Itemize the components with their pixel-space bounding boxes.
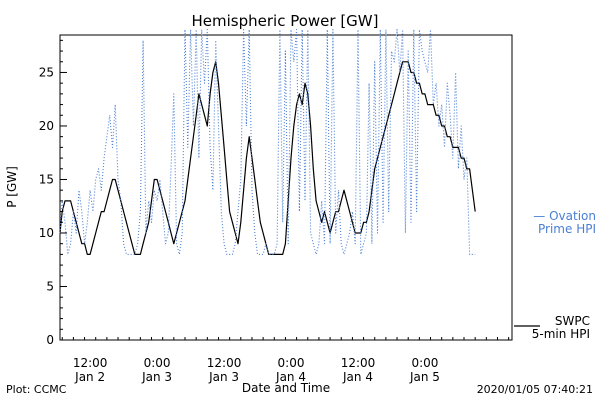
legend-swpc-text: SWPC bbox=[555, 314, 590, 328]
x-axis-label: Date and Time bbox=[242, 381, 330, 395]
y-tick-label: 15 bbox=[39, 172, 54, 186]
series-layer bbox=[59, 29, 476, 255]
x-tick-date-label: Jan 3 bbox=[208, 370, 239, 384]
series-line-swpc bbox=[59, 61, 476, 255]
y-tick-label: 20 bbox=[39, 119, 54, 133]
x-tick-time-label: 0:00 bbox=[411, 356, 438, 370]
y-axis-label: P [GW] bbox=[5, 166, 19, 208]
plot-frame bbox=[59, 34, 513, 341]
x-tick-date-label: Jan 2 bbox=[74, 370, 105, 384]
x-tick-time-label: 12:00 bbox=[341, 356, 376, 370]
y-tick-label: 10 bbox=[39, 226, 54, 240]
x-tick-date-label: Jan 4 bbox=[342, 370, 373, 384]
y-axis-ticks: 0 5 10 15 20 25 bbox=[39, 39, 67, 347]
x-tick-time-label: 0:00 bbox=[144, 356, 171, 370]
y-tick-label: 25 bbox=[39, 65, 54, 79]
chart-title: Hemispheric Power [GW] bbox=[192, 12, 379, 30]
x-tick-time-label: 12:00 bbox=[207, 356, 242, 370]
y-tick-label: 5 bbox=[46, 279, 54, 293]
footer-credit: Plot: CCMC bbox=[6, 383, 67, 396]
legend-ovation-text: Prime HPI bbox=[538, 222, 596, 236]
x-tick-date-label: Jan 4 bbox=[275, 370, 306, 384]
x-tick-date-label: Jan 5 bbox=[409, 370, 440, 384]
footer-timestamp: 2020/01/05 07:40:21 bbox=[477, 383, 593, 396]
y-tick-label: 0 bbox=[46, 333, 54, 347]
legend-ovation-text: — Ovation bbox=[533, 209, 596, 223]
x-tick-time-label: 12:00 bbox=[73, 356, 108, 370]
legend-swpc-text: 5-min HPI bbox=[532, 327, 590, 341]
series-line-ovation bbox=[59, 29, 476, 255]
x-tick-time-label: 0:00 bbox=[278, 356, 305, 370]
x-tick-date-label: Jan 3 bbox=[141, 370, 172, 384]
